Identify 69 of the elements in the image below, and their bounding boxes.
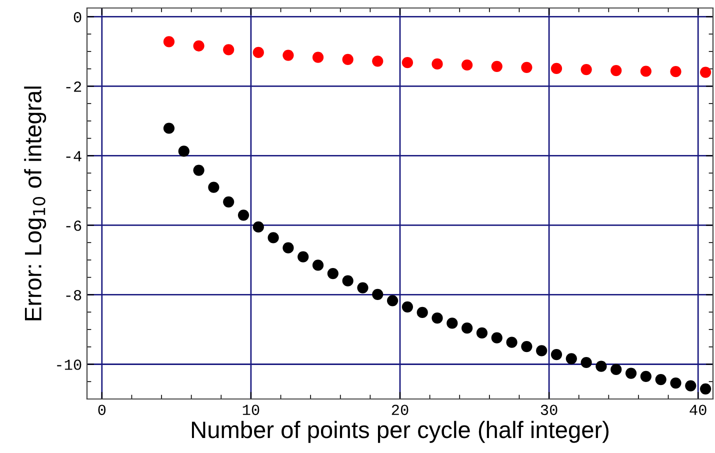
point (685, 380, 696, 392)
point (402, 301, 414, 312)
x-tick-label: 20 (392, 404, 408, 416)
point (521, 62, 532, 73)
point (506, 336, 518, 348)
point (476, 327, 488, 339)
y-tick-label: -6 (66, 220, 82, 231)
point (550, 62, 562, 74)
point (312, 260, 324, 271)
point (536, 345, 548, 356)
point (342, 275, 354, 286)
x-tick-label: 0 (98, 404, 106, 416)
point (252, 221, 264, 233)
point (432, 312, 443, 324)
point (446, 318, 458, 329)
point (252, 46, 264, 58)
point (193, 40, 204, 52)
point (163, 122, 175, 134)
point (386, 295, 398, 306)
x-axis-title: Number of points per cycle (half integer) (192, 420, 609, 443)
point (491, 60, 502, 72)
point (298, 251, 309, 262)
point (550, 348, 562, 360)
point (596, 360, 607, 372)
point (223, 196, 234, 208)
point (312, 52, 324, 63)
point (208, 182, 220, 193)
y-tick-label: 0 (74, 12, 82, 22)
point (416, 306, 428, 318)
x-tick-label: 40 (690, 404, 706, 416)
point (223, 44, 234, 56)
point (700, 383, 712, 394)
point (372, 288, 384, 300)
point (610, 364, 622, 376)
point (282, 242, 294, 254)
y-tick-label: -4 (66, 151, 82, 162)
point (462, 322, 473, 334)
point (670, 66, 682, 78)
y-tick-label: -10 (57, 360, 82, 370)
point (625, 368, 637, 379)
point (491, 332, 502, 344)
point (566, 353, 577, 364)
point (432, 58, 443, 70)
point (521, 340, 532, 352)
x-tick-label: 30 (540, 404, 558, 416)
point (700, 66, 712, 78)
point (655, 374, 666, 386)
point (670, 377, 682, 389)
y-tick-label: -2 (66, 82, 82, 92)
point (282, 50, 294, 61)
point (268, 232, 279, 244)
y-tick-label: -8 (66, 290, 82, 300)
point (178, 146, 190, 157)
point (163, 36, 175, 48)
point (238, 210, 250, 221)
point (640, 370, 652, 382)
point (327, 268, 338, 280)
point (342, 54, 354, 65)
point (193, 164, 204, 176)
point (580, 64, 592, 76)
point (372, 56, 384, 67)
point (402, 57, 414, 68)
point (462, 59, 473, 71)
point (580, 356, 592, 368)
point (640, 66, 652, 77)
point (610, 65, 622, 76)
y-axis-title: Error: Log$_{10}$ of integral (24, 86, 46, 320)
x-tick-label: 10 (242, 404, 260, 416)
point (357, 282, 368, 294)
